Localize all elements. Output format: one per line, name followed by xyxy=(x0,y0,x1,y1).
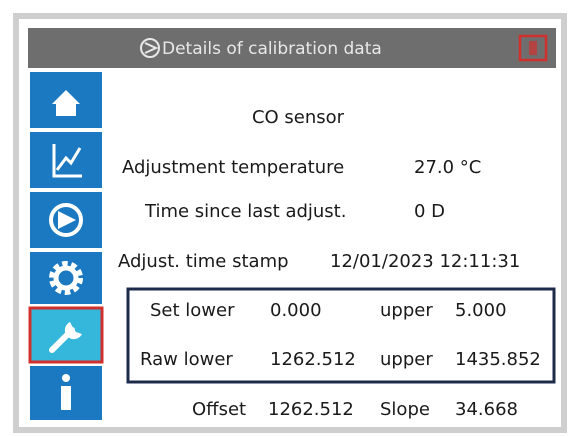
pump-button[interactable] xyxy=(30,192,102,248)
status-icon xyxy=(518,34,548,62)
info-value: 27.0 °C xyxy=(414,157,481,178)
chart-button[interactable] xyxy=(30,132,102,188)
settings-button[interactable] xyxy=(30,252,102,304)
info-label: Time since last adjust. xyxy=(144,201,346,222)
info-label: Adjustment temperature xyxy=(122,157,344,178)
sensor-name: CO sensor xyxy=(252,107,345,128)
offset-label: Offset xyxy=(192,399,246,420)
cal-upper-label: upper xyxy=(380,300,433,321)
cal-lower: 0.000 xyxy=(270,300,322,321)
info-value: 12/01/2023 12:11:31 xyxy=(330,251,520,272)
title-bar xyxy=(28,28,556,68)
cal-upper: 5.000 xyxy=(455,300,507,321)
cal-label: Set lower xyxy=(150,300,235,321)
cal-lower: 1262.512 xyxy=(270,349,356,370)
home-button[interactable] xyxy=(30,72,102,128)
sidebar xyxy=(28,72,104,420)
tools-button[interactable] xyxy=(28,306,104,364)
calibration-box xyxy=(126,287,556,384)
title: Details of calibration data xyxy=(162,39,382,59)
slope-label: Slope xyxy=(380,399,430,420)
offset-value: 1262.512 xyxy=(268,399,354,420)
cal-label: Raw lower xyxy=(140,349,233,370)
slope-value: 34.668 xyxy=(455,399,518,420)
info-label: Adjust. time stamp xyxy=(118,251,289,272)
frame xyxy=(13,13,567,433)
title-icon xyxy=(140,38,160,58)
cal-upper: 1435.852 xyxy=(455,349,541,370)
info-value: 0 D xyxy=(414,201,445,222)
info-button[interactable] xyxy=(30,366,102,420)
cal-upper-label: upper xyxy=(380,349,433,370)
